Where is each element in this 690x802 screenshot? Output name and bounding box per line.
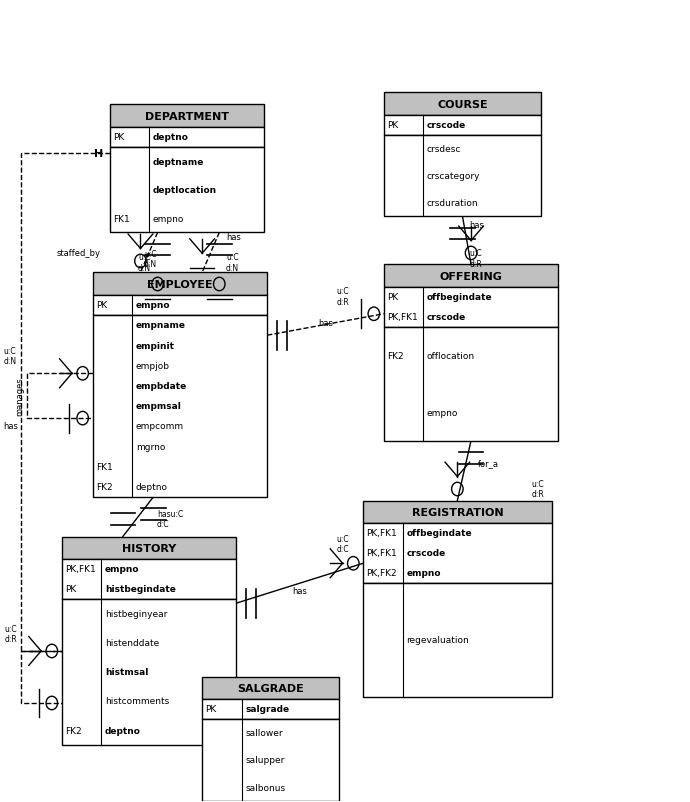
Text: EMPLOYEE: EMPLOYEE xyxy=(147,279,213,290)
FancyBboxPatch shape xyxy=(92,315,267,497)
Text: deptno: deptno xyxy=(152,133,188,142)
Text: FK2: FK2 xyxy=(387,351,404,360)
Text: for_a: for_a xyxy=(478,459,499,468)
Text: empmsal: empmsal xyxy=(136,402,181,411)
Text: empno: empno xyxy=(136,301,170,310)
Text: PK: PK xyxy=(206,705,217,714)
Text: salgrade: salgrade xyxy=(246,705,289,714)
Text: H: H xyxy=(94,149,103,159)
Text: has: has xyxy=(226,233,241,241)
FancyBboxPatch shape xyxy=(202,699,339,719)
Text: deptno: deptno xyxy=(136,482,168,492)
FancyBboxPatch shape xyxy=(61,537,237,559)
Text: has: has xyxy=(469,221,484,229)
FancyBboxPatch shape xyxy=(92,295,267,315)
Text: staffed_by: staffed_by xyxy=(57,249,101,257)
Text: u:C
d:R: u:C d:R xyxy=(469,249,482,269)
Text: empinit: empinit xyxy=(136,341,175,350)
Text: SALGRADE: SALGRADE xyxy=(237,683,304,693)
FancyBboxPatch shape xyxy=(92,273,267,295)
FancyBboxPatch shape xyxy=(61,559,237,599)
Text: DEPARTMENT: DEPARTMENT xyxy=(145,111,228,121)
Text: FK1: FK1 xyxy=(96,462,112,471)
Text: PK: PK xyxy=(96,301,107,310)
FancyBboxPatch shape xyxy=(363,523,551,583)
FancyBboxPatch shape xyxy=(384,327,558,441)
Text: u:C
d:N: u:C d:N xyxy=(226,253,239,273)
Text: empno: empno xyxy=(427,408,458,417)
Text: u:C
d:C: u:C d:C xyxy=(336,534,349,553)
Text: REGISTRATION: REGISTRATION xyxy=(411,507,503,517)
Text: u:C
d:N: u:C d:N xyxy=(3,346,17,366)
Text: FK2: FK2 xyxy=(96,482,112,492)
FancyBboxPatch shape xyxy=(384,287,558,327)
Text: empjob: empjob xyxy=(136,362,170,371)
Text: PK,FK2: PK,FK2 xyxy=(366,569,397,577)
Text: crscode: crscode xyxy=(427,121,466,130)
Text: HISTORY: HISTORY xyxy=(122,543,176,553)
Text: crscategory: crscategory xyxy=(427,172,480,181)
Text: FK2: FK2 xyxy=(65,726,81,735)
FancyBboxPatch shape xyxy=(384,93,541,115)
Text: histmsal: histmsal xyxy=(105,667,148,676)
Text: crsdesc: crsdesc xyxy=(427,144,461,154)
Text: FK1: FK1 xyxy=(113,214,130,224)
Text: offbegindate: offbegindate xyxy=(427,293,493,302)
Text: empname: empname xyxy=(136,321,186,330)
Text: u:C
d:N: u:C d:N xyxy=(144,249,157,269)
Text: empno: empno xyxy=(406,569,441,577)
Text: has: has xyxy=(293,586,307,595)
Text: regevaluation: regevaluation xyxy=(406,635,469,645)
FancyBboxPatch shape xyxy=(384,115,541,136)
Text: PK,FK1: PK,FK1 xyxy=(387,313,418,322)
Text: empno: empno xyxy=(105,565,139,573)
Text: empcomm: empcomm xyxy=(136,422,184,431)
FancyBboxPatch shape xyxy=(202,719,339,800)
Text: histbeginyear: histbeginyear xyxy=(105,610,167,618)
Text: crscode: crscode xyxy=(427,313,466,322)
Text: empbdate: empbdate xyxy=(136,382,187,391)
Text: COURSE: COURSE xyxy=(437,99,488,110)
Text: empno: empno xyxy=(152,214,184,224)
FancyBboxPatch shape xyxy=(363,583,551,697)
Text: PK: PK xyxy=(387,121,398,130)
FancyBboxPatch shape xyxy=(384,136,541,217)
FancyBboxPatch shape xyxy=(110,105,264,128)
Text: hasu:C
d:C: hasu:C d:C xyxy=(157,509,184,529)
Text: sallower: sallower xyxy=(246,728,283,737)
Text: offbegindate: offbegindate xyxy=(406,529,472,538)
Text: deptno: deptno xyxy=(105,726,141,735)
Text: salbonus: salbonus xyxy=(246,783,286,792)
FancyBboxPatch shape xyxy=(110,128,264,148)
Text: u:C
d:R: u:C d:R xyxy=(4,624,17,643)
Text: PK: PK xyxy=(387,293,398,302)
FancyBboxPatch shape xyxy=(363,501,551,523)
Text: PK: PK xyxy=(65,585,77,593)
Text: PK,FK1: PK,FK1 xyxy=(366,529,397,538)
Text: u:C
d:R: u:C d:R xyxy=(336,287,349,306)
Text: PK,FK1: PK,FK1 xyxy=(366,549,397,557)
Text: u:C
d:R: u:C d:R xyxy=(531,480,544,499)
Text: manages: manages xyxy=(15,377,24,415)
Text: deptlocation: deptlocation xyxy=(152,186,217,195)
FancyBboxPatch shape xyxy=(202,677,339,699)
Text: salupper: salupper xyxy=(246,755,285,764)
FancyBboxPatch shape xyxy=(110,148,264,233)
Text: crscode: crscode xyxy=(406,549,446,557)
Text: PK,FK1: PK,FK1 xyxy=(65,565,96,573)
Text: u:C
d:N: u:C d:N xyxy=(137,253,150,273)
Text: crsduration: crsduration xyxy=(427,199,478,208)
Text: histbegindate: histbegindate xyxy=(105,585,176,593)
Text: OFFERING: OFFERING xyxy=(440,271,502,282)
Text: histcomments: histcomments xyxy=(105,696,169,706)
Text: histenddate: histenddate xyxy=(105,638,159,647)
Text: deptname: deptname xyxy=(152,157,204,166)
FancyBboxPatch shape xyxy=(384,265,558,287)
Text: mgrno: mgrno xyxy=(136,442,165,451)
Text: has: has xyxy=(3,422,19,431)
Text: PK: PK xyxy=(113,133,124,142)
FancyBboxPatch shape xyxy=(61,599,237,745)
Text: offlocation: offlocation xyxy=(427,351,475,360)
Text: has: has xyxy=(318,319,333,328)
